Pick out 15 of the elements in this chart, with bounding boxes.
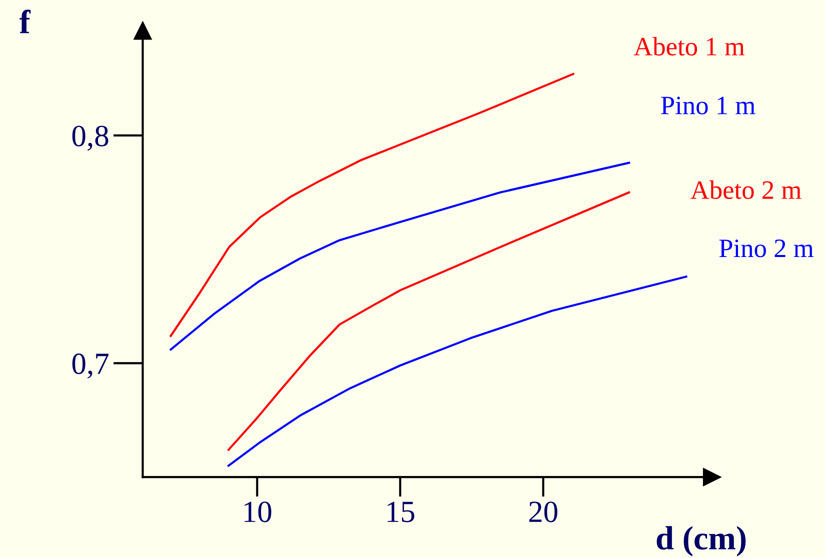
x-tick-label: 10	[244, 502, 272, 522]
line-series	[227, 276, 688, 467]
series-label: Pino 2 m	[719, 240, 814, 258]
text: Pino 1 m	[661, 96, 756, 114]
y-tick-label: 0,8	[72, 126, 108, 151]
x-axis-title: d (cm)	[656, 526, 746, 556]
y-axis-title: f	[19, 10, 31, 34]
text: Abeto 2 m	[690, 180, 802, 199]
line-series	[227, 191, 630, 451]
text: Abeto 1 m	[634, 37, 745, 56]
line-series	[170, 72, 574, 337]
x-tick-label: 20	[529, 502, 558, 522]
x-tick-label: 15	[388, 502, 414, 522]
y-tick-label: 0,7	[72, 353, 109, 379]
line-series	[170, 162, 630, 351]
